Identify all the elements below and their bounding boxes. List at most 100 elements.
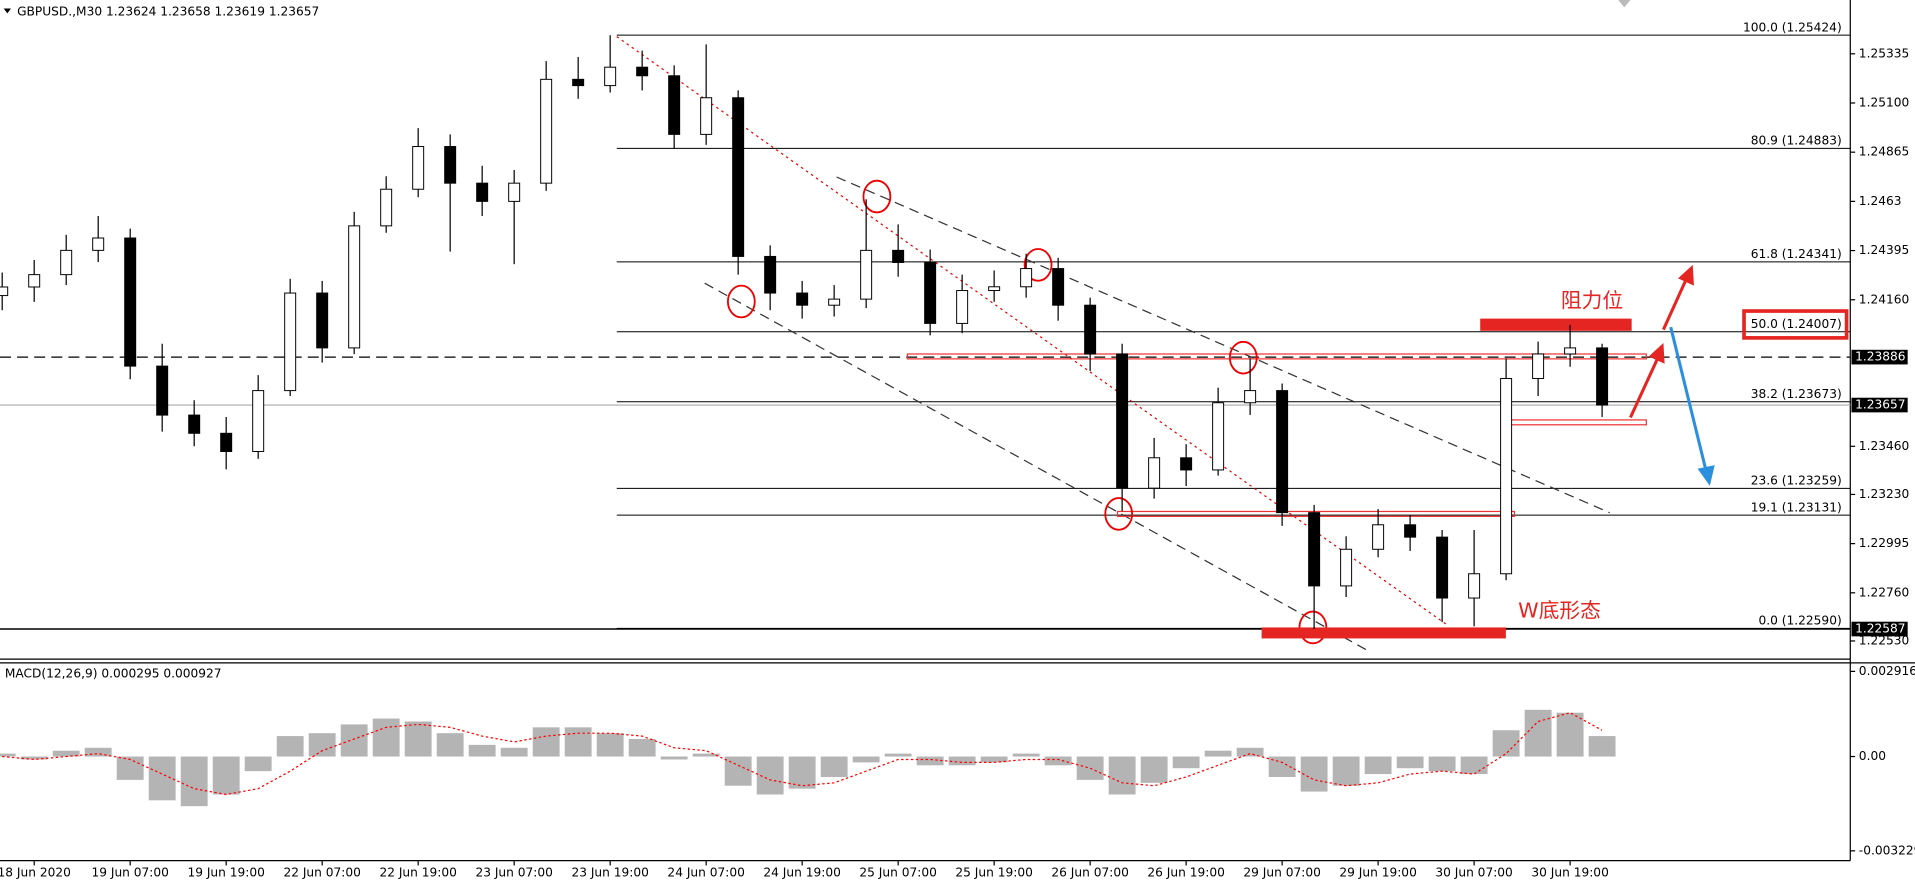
macd-bar [788, 756, 816, 789]
y-tick-label: 0.00 [1859, 749, 1886, 763]
fib-highlight [1742, 309, 1849, 340]
y-tick-label: 1.24395 [1859, 243, 1909, 257]
fib-label: 23.6 (1.23259) [1751, 474, 1842, 488]
macd-bar [436, 733, 464, 757]
y-tick-label: 1.23230 [1859, 487, 1909, 501]
macd-bar [660, 756, 688, 760]
candle-body [380, 188, 393, 227]
x-tick-label: 29 Jun 07:00 [1243, 865, 1320, 879]
macd-bar [1204, 750, 1232, 757]
candle-body [476, 182, 489, 202]
support-bar [1261, 627, 1506, 639]
levels [0, 34, 1851, 630]
y-tick-label: 1.22760 [1859, 585, 1909, 599]
x-tick-label: 19 Jun 07:00 [91, 865, 168, 879]
candle-body [1052, 268, 1065, 306]
candle-body [636, 66, 649, 77]
fib-label: 80.9 (1.24883) [1751, 134, 1842, 148]
circle-marker [1023, 248, 1053, 282]
fib-label: 38.2 (1.23673) [1751, 387, 1842, 401]
macd-bar [500, 747, 528, 757]
x-tick-label: 26 Jun 07:00 [1051, 865, 1128, 879]
macd-bar [916, 756, 944, 766]
candle-body [1276, 390, 1289, 514]
candle-body [124, 237, 137, 367]
price-box [1851, 349, 1908, 365]
price-box [1851, 397, 1908, 413]
candle-body [412, 146, 425, 190]
macd-bar [1460, 756, 1488, 775]
candle-body [188, 414, 201, 434]
x-tick-label: 26 Jun 19:00 [1147, 865, 1224, 879]
candle-body [860, 249, 873, 300]
candle-body [92, 237, 105, 251]
macd-bar [852, 756, 880, 763]
macd-bar [1332, 756, 1360, 786]
series [0, 35, 1616, 807]
arrow [1669, 326, 1708, 472]
arrow [1629, 355, 1660, 419]
candle-body [796, 292, 809, 306]
menu-marker [3, 8, 11, 14]
macd-bar [244, 756, 272, 772]
price-box [1851, 621, 1908, 637]
candle-body [1020, 268, 1033, 288]
x-tick-label: 25 Jun 19:00 [955, 865, 1032, 879]
circle-marker [862, 179, 892, 214]
macd-bar [1076, 756, 1104, 780]
x-tick-label: 24 Jun 07:00 [667, 865, 744, 879]
signal-line [2, 712, 1603, 796]
fib-label: 0.0 (1.22590) [1759, 614, 1842, 628]
macd-bar [340, 724, 368, 757]
macd-bar [596, 733, 624, 757]
candle-body [604, 66, 617, 87]
macd-title: MACD(12,26,9) 0.000295 0.000927 [5, 666, 222, 680]
x-tick-label: 24 Jun 19:00 [763, 865, 840, 879]
x-tick-label: 25 Jun 07:00 [859, 865, 936, 879]
candle-body [1532, 353, 1545, 379]
macd-bar [1236, 747, 1264, 757]
circle-marker [1228, 340, 1258, 375]
macd-bar [1396, 756, 1424, 769]
macd-bar [180, 756, 208, 807]
candle-body [156, 365, 169, 416]
fib-label: 100.0 (1.25424) [1743, 20, 1842, 34]
macd-bar [1140, 756, 1168, 783]
macd-bar [1524, 709, 1552, 757]
candle-body [1468, 573, 1481, 599]
candle-body [956, 290, 969, 324]
candle-body [0, 286, 9, 297]
macd-bar [1300, 756, 1328, 792]
macd-bar [1268, 756, 1296, 777]
candle-body [828, 298, 841, 306]
candle-body [1596, 347, 1609, 406]
candle-body [1564, 347, 1577, 355]
macd-bar [1172, 756, 1200, 769]
macd-bar [980, 756, 1008, 763]
y-tick-label: 1.24160 [1859, 292, 1909, 306]
candle-body [540, 78, 553, 184]
candle-body [1500, 377, 1513, 575]
x-tick-label: 30 Jun 19:00 [1531, 865, 1608, 879]
x-tick-label: 22 Jun 07:00 [283, 865, 360, 879]
y-tick-label: 1.22995 [1859, 536, 1909, 550]
candle-body [284, 292, 297, 392]
fib-label: 61.8 (1.24341) [1751, 247, 1842, 261]
annotation: 阻力位 [1561, 289, 1623, 313]
price-label: 1.23886 [1855, 350, 1905, 364]
macd-bar [372, 718, 400, 757]
candle-body [1180, 457, 1193, 471]
macd-bar [276, 736, 304, 757]
price-label: 1.22587 [1855, 622, 1905, 636]
candle-body [316, 292, 329, 349]
candle-body [1436, 536, 1449, 599]
macd-bar [820, 756, 848, 777]
candle-body [764, 255, 777, 294]
candle-body [252, 390, 265, 453]
fib-label: 50.0 (1.24007) [1751, 317, 1842, 331]
circle-marker [726, 284, 756, 319]
macd-bar [308, 733, 336, 757]
resistance-bar [1480, 318, 1632, 331]
candle-body [220, 432, 233, 453]
